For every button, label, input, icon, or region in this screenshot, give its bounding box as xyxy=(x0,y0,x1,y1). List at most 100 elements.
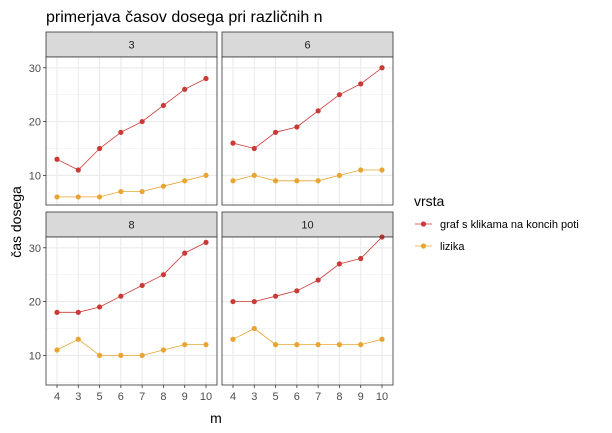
data-point xyxy=(230,178,236,184)
data-point xyxy=(203,75,209,82)
legend-key-point xyxy=(420,243,427,249)
x-tick-label: 5 xyxy=(97,391,103,403)
data-point xyxy=(118,129,124,135)
data-point xyxy=(203,239,209,245)
x-tick-label: 3 xyxy=(75,391,81,403)
legend-entry: lizika xyxy=(415,241,465,253)
facet-strip-label: 6 xyxy=(304,40,310,52)
x-tick-label: 4 xyxy=(230,391,236,403)
series-line xyxy=(56,78,207,171)
facet-strip-label: 3 xyxy=(128,40,134,52)
legend-key-point xyxy=(420,221,427,227)
data-point xyxy=(358,81,364,87)
y-tick-label: 30 xyxy=(29,243,41,255)
series-line xyxy=(56,338,206,356)
x-axis-label: m xyxy=(210,410,222,426)
data-point xyxy=(139,282,145,289)
series-line xyxy=(57,242,207,313)
data-point xyxy=(294,178,300,184)
data-point xyxy=(379,65,385,71)
data-point xyxy=(75,309,81,315)
data-point xyxy=(358,342,364,348)
y-tick-label: 10 xyxy=(29,170,41,182)
data-point xyxy=(251,172,257,178)
facet-panel-3: 3 10 20 30 xyxy=(29,31,218,206)
y-axis-label: čas dosega xyxy=(8,186,24,258)
panel-border xyxy=(221,56,394,206)
legend-title: vrsta xyxy=(414,193,445,209)
facet-panels: 3 10 20 30 6 8 10 20 30 4 3 5 6 7 8 9 10 10 4 3 5 6 7 8 9 10 xyxy=(29,31,394,403)
x-tick-label: 5 xyxy=(273,391,279,403)
data-point xyxy=(358,255,364,262)
data-point xyxy=(96,145,103,152)
y-tick-label: 10 xyxy=(29,350,41,362)
panel-background xyxy=(46,237,217,385)
chart-title: primerjava časov dosega pri različnih n xyxy=(46,9,323,26)
data-point xyxy=(294,124,300,130)
panel-border xyxy=(45,56,218,206)
data-point xyxy=(160,183,167,189)
facet-panel-8: 8 10 20 30 4 3 5 6 7 8 9 10 xyxy=(29,211,218,403)
data-point xyxy=(294,288,300,294)
legend-label: lizika xyxy=(440,241,465,253)
y-tick-label: 20 xyxy=(29,297,41,309)
data-point xyxy=(272,129,279,135)
data-point xyxy=(272,293,279,299)
series-line xyxy=(233,236,383,303)
legend-entry: graf s klikama na koncih poti xyxy=(415,219,579,231)
data-point xyxy=(75,194,81,200)
data-point xyxy=(118,352,124,358)
x-tick-label: 10 xyxy=(376,391,388,403)
data-point xyxy=(336,342,343,348)
series-line xyxy=(57,175,207,198)
data-point xyxy=(379,336,385,342)
y-tick-label: 20 xyxy=(29,117,41,129)
data-point xyxy=(358,167,364,173)
panel-border xyxy=(45,236,218,386)
facet-strip-label: 10 xyxy=(301,220,313,232)
data-point xyxy=(203,172,209,178)
facet-panel-10: 10 4 3 5 6 7 8 9 10 xyxy=(221,211,394,403)
data-point xyxy=(54,347,60,353)
series-line xyxy=(232,328,383,346)
data-point xyxy=(96,194,103,200)
x-tick-label: 8 xyxy=(160,391,166,403)
data-point xyxy=(75,336,81,342)
data-point xyxy=(182,178,188,184)
data-point xyxy=(315,108,321,114)
data-point xyxy=(230,336,236,342)
data-point xyxy=(118,293,124,299)
data-point xyxy=(336,92,343,98)
data-point xyxy=(139,118,145,125)
data-point xyxy=(160,347,167,353)
data-point xyxy=(54,309,60,315)
data-point xyxy=(96,304,103,310)
data-point xyxy=(251,325,257,332)
panel-background xyxy=(46,57,217,205)
data-point xyxy=(118,188,124,195)
x-tick-label: 6 xyxy=(294,391,300,403)
x-tick-label: 9 xyxy=(358,391,364,403)
data-point xyxy=(272,342,279,348)
x-tick-label: 7 xyxy=(315,391,321,403)
legend: vrsta graf s klikama na koncih poti lizik… xyxy=(414,193,579,253)
series-line xyxy=(232,67,383,149)
data-point xyxy=(96,352,103,358)
panel-background xyxy=(222,57,393,205)
data-point xyxy=(54,194,60,200)
x-tick-label: 4 xyxy=(54,391,60,403)
data-point xyxy=(203,342,209,348)
x-tick-label: 10 xyxy=(200,391,212,403)
data-point xyxy=(54,156,60,162)
data-point xyxy=(315,342,321,348)
panel-border xyxy=(221,236,394,386)
x-tick-label: 7 xyxy=(139,391,145,403)
data-point xyxy=(272,178,279,184)
data-point xyxy=(182,342,188,348)
data-point xyxy=(182,86,188,92)
facet-strip xyxy=(45,31,218,58)
data-point xyxy=(75,167,81,173)
series-line xyxy=(232,169,382,182)
x-tick-label: 9 xyxy=(182,391,188,403)
data-point xyxy=(251,145,257,152)
